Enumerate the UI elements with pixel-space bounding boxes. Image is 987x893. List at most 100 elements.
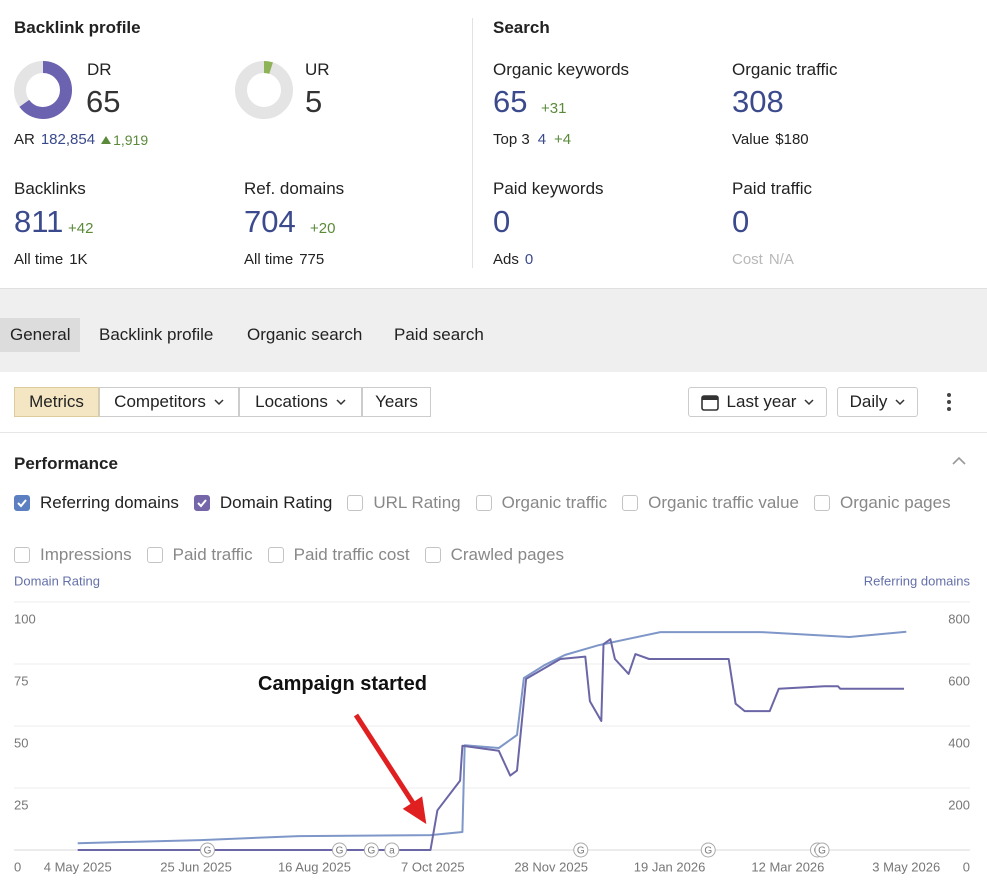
interval-dropdown[interactable]: Daily <box>837 387 918 417</box>
checkbox[interactable] <box>14 495 30 511</box>
toolbar-button[interactable]: Years <box>362 387 431 417</box>
section-title: Backlink profile <box>14 18 141 37</box>
dropdown-label: Last year <box>726 392 797 411</box>
sub-row: All time 775 <box>244 251 324 268</box>
checkbox[interactable] <box>424 547 441 563</box>
metric-label: Organic traffic <box>732 60 838 79</box>
event-label: G <box>336 846 344 857</box>
metric-checkbox[interactable]: Domain Rating <box>193 493 332 513</box>
checkbox[interactable] <box>14 547 30 563</box>
checkbox-label: URL Rating <box>373 493 461 512</box>
dot <box>947 400 951 404</box>
tab[interactable]: General <box>0 318 81 352</box>
checkbox[interactable] <box>347 495 364 511</box>
metric-checkbox[interactable]: Paid traffic cost <box>267 545 410 565</box>
chevron <box>895 399 905 406</box>
tab[interactable]: Paid search <box>394 325 484 344</box>
x-tick-label: 4 May 2025 <box>44 859 112 874</box>
event-label: G <box>367 846 375 857</box>
y-tick-label: 50 <box>14 735 28 750</box>
metric-value: 65 <box>493 84 528 119</box>
checkbox-label: Organic traffic value <box>648 493 799 512</box>
metric-checkbox[interactable]: Organic traffic value <box>622 493 799 513</box>
metric-label: Backlinks <box>14 179 86 198</box>
toolbar-button[interactable]: Locations <box>239 387 362 417</box>
ur-gauge <box>235 61 293 119</box>
checkbox[interactable] <box>622 495 639 511</box>
metric-checkbox[interactable]: URL Rating <box>347 493 461 513</box>
change: 1,919 <box>101 132 148 148</box>
metric-value: 704 <box>244 204 296 239</box>
up-icon <box>101 135 112 144</box>
collapse-button[interactable] <box>951 455 967 467</box>
metric-label: AR <box>14 131 35 148</box>
toolbar-button[interactable]: Competitors <box>99 387 239 417</box>
sub-value: N/A <box>768 251 794 268</box>
event-label: G <box>204 846 212 857</box>
y-tick-label: 25 <box>14 797 28 812</box>
dropdown-label: Daily <box>849 392 888 411</box>
more-button[interactable] <box>946 392 952 412</box>
metric-value: 5 <box>305 84 323 119</box>
separator <box>0 432 987 433</box>
event-marker <box>199 842 215 858</box>
checkbox-label: Organic pages <box>840 493 951 512</box>
change-value: 1,919 <box>113 131 149 148</box>
gauge-track <box>235 61 293 119</box>
annotation-arrowhead <box>402 796 427 825</box>
checkbox[interactable] <box>146 547 163 563</box>
y-axis-title: Domain Rating <box>14 573 100 588</box>
sub-value: 1K <box>69 251 88 268</box>
y2-tick-label: 200 <box>948 797 970 812</box>
metric-label: UR <box>305 60 330 79</box>
sub-value: 0 <box>524 251 534 268</box>
checkbox[interactable] <box>193 495 210 511</box>
chevron-icon <box>804 399 814 406</box>
metric-checkboxes: Referring domains Domain Rating URL Rating… <box>14 493 974 565</box>
metric-value: 65 <box>86 84 121 119</box>
x-tick-label: 3 May 2026 <box>872 859 940 874</box>
metric-checkbox[interactable]: Organic pages <box>814 493 951 513</box>
period-dropdown[interactable]: Last year <box>688 387 827 417</box>
toolbar-button[interactable]: Metrics <box>14 387 99 417</box>
event-marker <box>331 842 347 858</box>
sub-label: Ads <box>493 251 519 268</box>
metric-label: DR <box>87 60 112 79</box>
metric-value: 811 <box>14 204 64 239</box>
gauge-value <box>14 61 72 119</box>
metric-label: Paid traffic <box>732 179 813 198</box>
y-tick-label: 0 <box>14 859 21 874</box>
chevron-icon <box>895 399 905 406</box>
checkbox-label: Organic traffic <box>501 493 608 512</box>
checkbox[interactable] <box>267 547 284 563</box>
gauge-value <box>235 61 293 119</box>
y2-tick-label: 0 <box>963 859 970 874</box>
checkbox[interactable] <box>475 495 492 511</box>
checkbox[interactable] <box>814 495 830 511</box>
dr-gauge <box>14 61 72 119</box>
checkbox-label: Paid traffic <box>172 545 253 564</box>
tab[interactable]: Backlink profile <box>99 325 214 344</box>
metric-checkbox[interactable]: Referring domains <box>14 493 179 513</box>
check-icon <box>197 499 207 508</box>
checkbox-label: Paid traffic cost <box>293 545 410 564</box>
chevron-icon <box>336 399 346 406</box>
sub-row: Cost N/A <box>732 251 794 268</box>
button-label: Years <box>375 392 418 411</box>
series-line <box>77 630 907 845</box>
chevron <box>336 399 346 406</box>
metric-checkbox[interactable]: Impressions <box>14 545 132 565</box>
metric-checkbox[interactable]: Crawled pages <box>424 545 564 565</box>
sub-value: $180 <box>775 131 809 148</box>
divider <box>472 18 473 268</box>
tab[interactable]: Organic search <box>247 325 363 344</box>
check-icon <box>17 499 27 508</box>
sub-label: All time <box>244 251 294 268</box>
metric-checkbox[interactable]: Organic traffic <box>475 493 608 513</box>
sub-label: Cost <box>732 251 763 268</box>
metric-checkbox[interactable]: Paid traffic <box>146 545 253 565</box>
event-label: a <box>389 846 395 857</box>
button-label: Locations <box>255 392 328 411</box>
event-label: G <box>818 846 826 857</box>
